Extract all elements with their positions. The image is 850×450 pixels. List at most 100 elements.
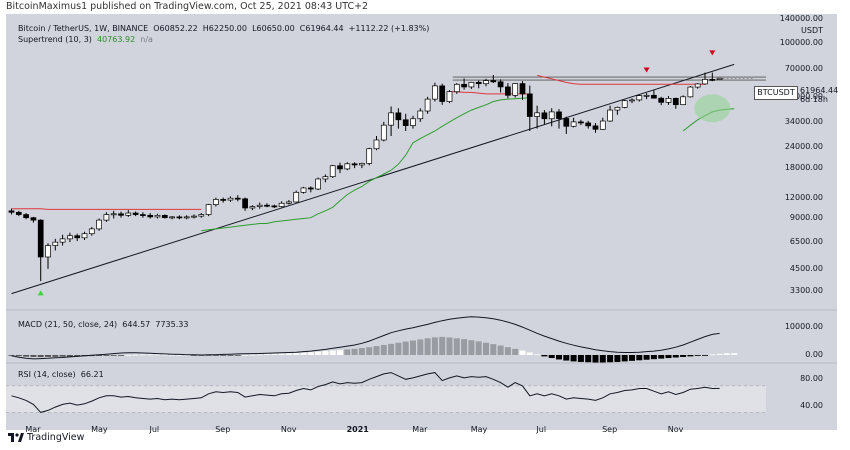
macd-histogram-bar — [556, 354, 562, 360]
macd-histogram-bar — [541, 354, 548, 357]
candle-up — [629, 99, 635, 102]
candle-up — [278, 202, 285, 207]
candle-up — [621, 100, 628, 108]
macd-histogram-bar — [563, 354, 570, 361]
x-tick-label: Mar — [412, 425, 428, 434]
candle-down — [8, 210, 15, 213]
macd-histogram-bar — [271, 353, 278, 355]
macd-histogram-bar — [483, 342, 489, 355]
x-tick-label: 2021 — [346, 425, 369, 434]
candle-up — [599, 120, 606, 130]
macd-histogram-bar — [285, 353, 292, 355]
candle-down — [220, 199, 227, 201]
candle-up — [67, 235, 73, 240]
candle-up — [329, 165, 336, 178]
macd-histogram-bar — [139, 354, 146, 356]
y-tick-label: 3300.00 — [789, 286, 823, 296]
macd-histogram-bar — [702, 354, 708, 356]
supertrend-down-2 — [536, 74, 705, 85]
y-tick-label: 9000.00 — [789, 213, 823, 223]
macd-histogram-bar — [402, 341, 409, 355]
candle-up — [183, 216, 190, 219]
footer-brand-text: TradingView — [27, 432, 85, 443]
chart-area[interactable]: Bitcoin / TetherUS, 1W, BINANCE O60852.2… — [6, 14, 838, 434]
x-tick-label: Nov — [667, 425, 684, 434]
macd-histogram-bar — [526, 352, 533, 355]
candle-down — [23, 214, 29, 219]
macd-histogram-bar — [256, 354, 263, 356]
candle-up — [702, 79, 708, 85]
legend-rsi: RSI (14, close) 66.21 — [18, 370, 104, 379]
macd-histogram-bar — [8, 354, 15, 356]
candle-down — [592, 125, 599, 130]
macd-histogram-bar — [154, 354, 161, 356]
candle-up — [52, 241, 59, 246]
legend-supertrend: Supertrend (10, 3) 40763.92 n/a — [18, 35, 153, 44]
sell-signal-marker-2 — [709, 50, 716, 56]
candle-up — [483, 80, 489, 85]
macd-histogram-bar — [614, 354, 621, 362]
macd-histogram-bar — [512, 348, 519, 355]
macd-histogram-bar — [534, 354, 541, 356]
macd-histogram-bar — [475, 341, 482, 355]
legend-c-label: C — [299, 24, 306, 33]
macd-histogram-bar — [490, 344, 497, 355]
supertrend-up-1 — [201, 97, 530, 232]
legend-l-value: 60650.00 — [256, 24, 295, 33]
y-tick-label: 24000.00 — [784, 142, 823, 152]
candle-down — [271, 205, 278, 208]
macd-histogram-bar — [30, 354, 37, 357]
publish-info: BitcoinMaximus1 published on TradingView… — [6, 1, 369, 12]
candle-up — [110, 213, 117, 216]
rsi-band — [6, 385, 766, 413]
y-tick-label: 34000.00 — [784, 116, 823, 126]
macd-histogram-bar — [650, 354, 657, 360]
macd-histogram-bar — [278, 353, 285, 355]
tradingview-logo-icon — [8, 433, 24, 442]
candle-up — [607, 109, 613, 122]
legend-macd: MACD (21, 50, close, 24) 644.57 7735.33 — [18, 320, 188, 329]
macd-histogram-bar — [453, 338, 460, 355]
macd-histogram-bar — [468, 340, 475, 355]
footer-brand[interactable]: TradingView — [8, 432, 84, 443]
macd-histogram-bar — [176, 354, 183, 356]
macd-histogram-bar — [410, 340, 416, 355]
candle-up — [359, 163, 365, 166]
y-tick-label: 4500.00 — [789, 263, 823, 273]
support-ellipse — [694, 94, 731, 123]
candle-down — [15, 211, 22, 215]
candle-down — [541, 112, 548, 120]
candle-down — [351, 163, 358, 166]
candle-up — [293, 191, 300, 203]
macd-histogram-bar — [15, 354, 22, 357]
rsi-line — [11, 372, 720, 413]
macd-histogram-bar — [249, 354, 256, 356]
candle-up — [570, 121, 577, 127]
legend-c-value: 61964.44 — [305, 24, 344, 33]
macd-histogram-bar — [329, 350, 336, 355]
candle-up — [687, 86, 694, 98]
chart-svg[interactable] — [6, 14, 837, 430]
x-tick-label: Sep — [602, 425, 618, 434]
candle-up — [432, 85, 438, 100]
macd-histogram-bar — [395, 342, 402, 355]
macd-histogram-bar — [504, 347, 511, 355]
macd-histogram-bar — [23, 354, 30, 357]
macd-value-1: 644.57 — [122, 320, 151, 329]
candle-up — [125, 212, 132, 216]
macd-histogram-bar — [424, 338, 431, 355]
macd-histogram-bar — [380, 344, 387, 355]
macd-histogram-bar — [220, 354, 227, 356]
candle-up — [373, 139, 380, 150]
rsi-tick-label: 40.00 — [800, 400, 823, 410]
macd-tick-label: 10000.00 — [784, 322, 823, 332]
macd-histogram-bar — [439, 336, 446, 355]
macd-histogram-bar — [183, 354, 190, 356]
macd-histogram-bar — [110, 354, 117, 356]
x-tick-label: Sep — [215, 425, 231, 434]
candle-down — [132, 212, 139, 215]
legend-l-label: L — [252, 24, 257, 33]
candle-up — [636, 95, 643, 101]
macd-histogram-bar — [52, 354, 59, 357]
candle-up — [614, 107, 621, 111]
